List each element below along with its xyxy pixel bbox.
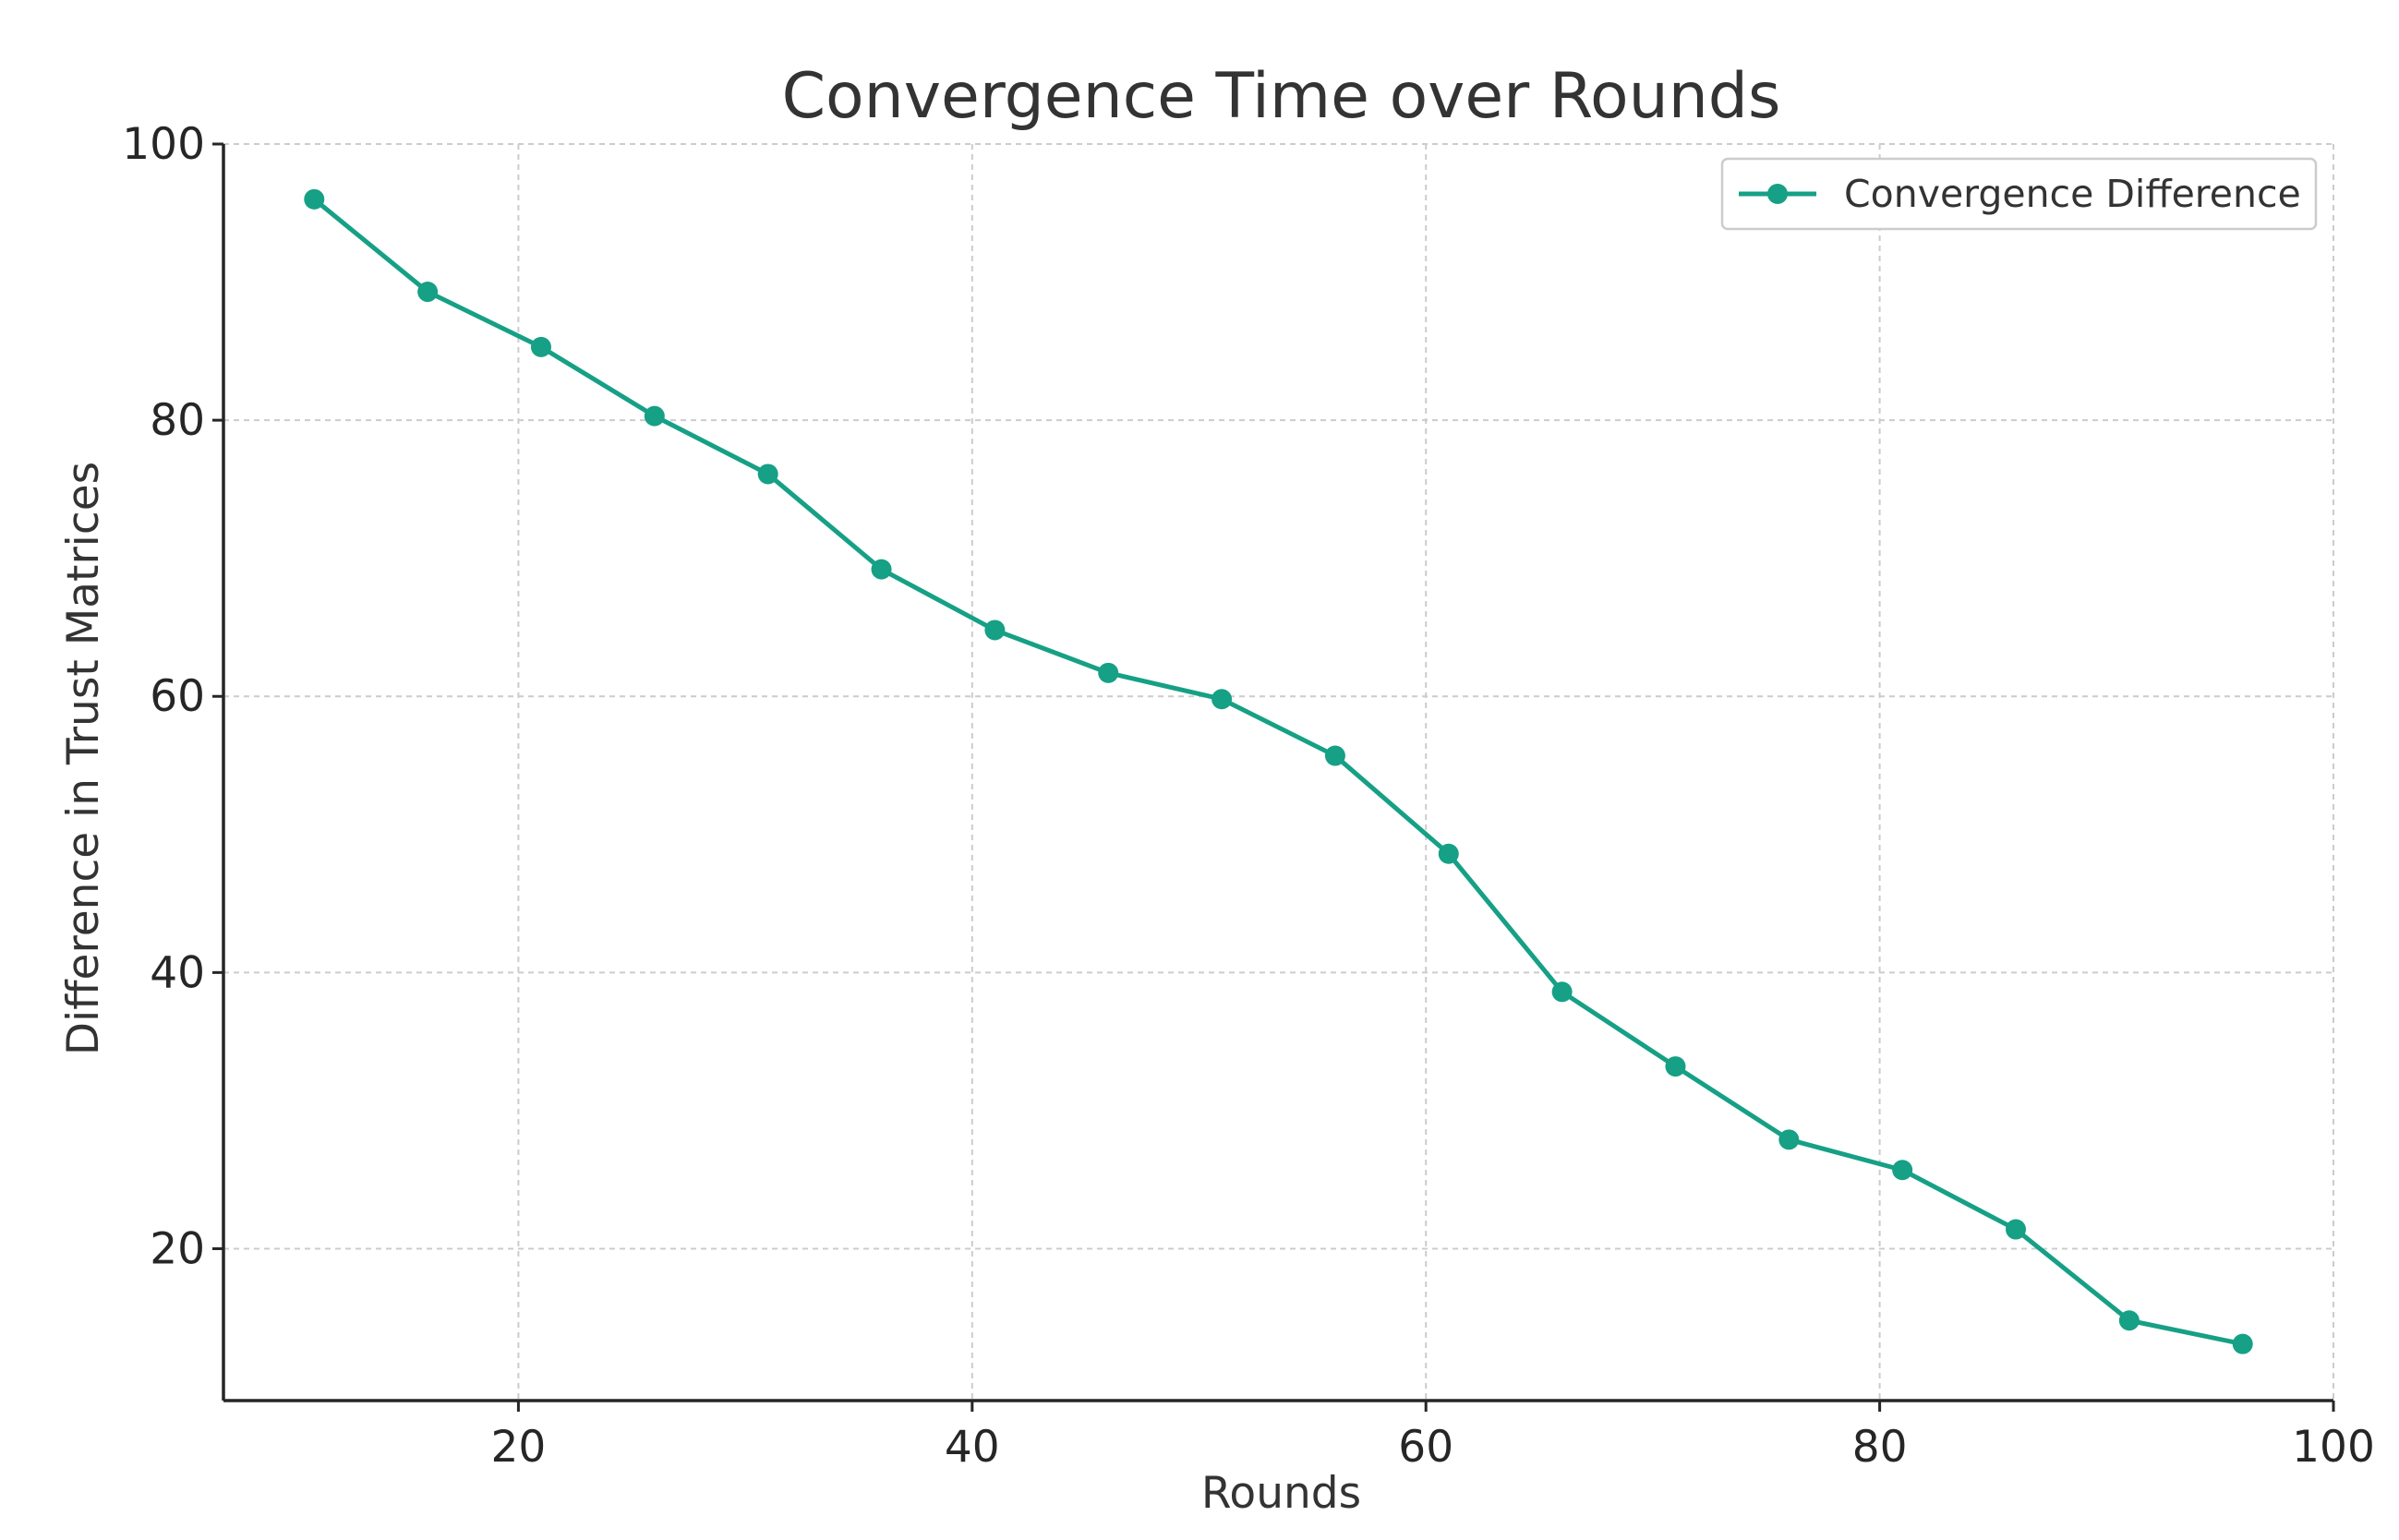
data-point [530,336,551,357]
y-axis-label: Difference in Trust Matrices [58,462,109,1055]
data-point [417,282,439,303]
data-point [644,405,665,427]
y-tick-label: 40 [150,947,205,998]
y-tick-label: 100 [122,119,205,170]
data-point [1324,745,1345,766]
data-point [984,620,1006,641]
axes: 20 40 60 80 100 20 40 60 80 100 [122,119,2375,1473]
data-point [1098,662,1119,683]
legend-box [1720,157,2318,231]
data-point [1551,981,1573,1003]
data-point [1778,1129,1800,1150]
y-tick-label: 60 [150,671,205,722]
chart-title: Convergence Time over Rounds [782,60,1781,133]
x-tick-label: 40 [945,1422,1000,1473]
data-point [1665,1056,1686,1077]
y-tick-label: 20 [150,1223,205,1274]
x-tick-label: 60 [1398,1422,1453,1473]
data-point [304,188,325,210]
legend: Convergence Difference [1720,157,2318,231]
y-tick-label: 80 [150,395,205,446]
data-point [757,463,778,485]
data-point [1892,1160,1913,1181]
data-point [1438,843,1459,864]
x-tick-label: 100 [2292,1422,2375,1473]
data-point [2232,1333,2253,1354]
series-layer [304,188,2253,1354]
x-axis-label: Rounds [1201,1468,1361,1519]
data-point [871,559,892,580]
data-point [1212,689,1233,710]
x-tick-label: 80 [1852,1422,1908,1473]
data-point [2118,1310,2140,1331]
legend-label: Convergence Difference [1844,172,2301,216]
series-line [312,197,2244,1347]
legend-marker [1767,184,1788,204]
x-tick-label: 20 [491,1422,547,1473]
grid [223,143,2334,1401]
data-point [2006,1219,2027,1240]
